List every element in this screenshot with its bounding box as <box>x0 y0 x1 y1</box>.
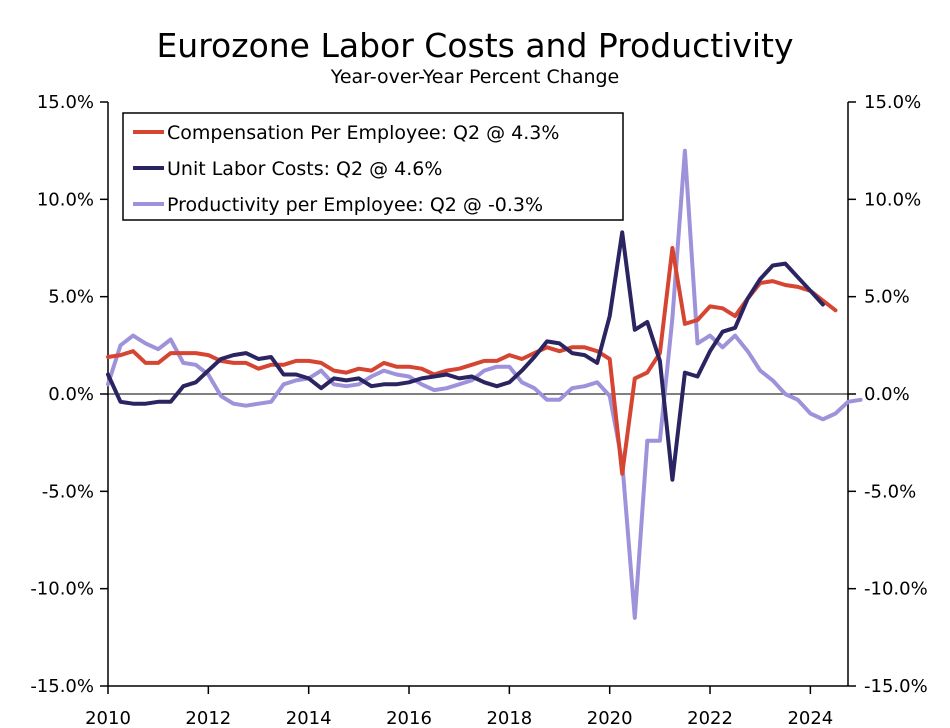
chart-subtitle: Year-over-Year Percent Change <box>330 66 620 88</box>
right-y-tick-label: 10.0% <box>864 189 921 210</box>
series-line-productivity <box>106 148 863 620</box>
x-tick-label: 2020 <box>587 708 633 728</box>
right-y-tick-label: -10.0% <box>864 579 928 600</box>
legend-label-compensation: Compensation Per Employee: Q2 @ 4.3% <box>167 122 559 144</box>
x-tick-label: 2022 <box>687 708 733 728</box>
series-group <box>106 148 863 620</box>
x-tick-label: 2014 <box>286 708 332 728</box>
left-y-tick-label: 0.0% <box>48 384 94 405</box>
right-y-tick-label: 0.0% <box>864 384 910 405</box>
right-y-tick-label: 15.0% <box>864 92 921 113</box>
x-tick-label: 2018 <box>486 708 532 728</box>
series-line-ulc <box>106 230 825 482</box>
legend: Compensation Per Employee: Q2 @ 4.3% Uni… <box>122 112 624 221</box>
legend-label-productivity: Productivity per Employee: Q2 @ -0.3% <box>167 194 543 216</box>
right-y-tick-label: 5.0% <box>864 287 910 308</box>
x-tick-label: 2024 <box>787 708 833 728</box>
ticks: 15.0% 15.0% 10.0% 10.0% 5.0% 5.0% 0.0% 0.0% -5.0… <box>30 92 927 728</box>
x-tick-label: 2016 <box>386 708 432 728</box>
x-tick-label: 2010 <box>85 708 131 728</box>
left-y-tick-label: -15.0% <box>30 676 94 697</box>
chart-title: Eurozone Labor Costs and Productivity <box>156 26 793 65</box>
left-y-tick-label: 5.0% <box>48 287 94 308</box>
legend-box <box>122 112 624 221</box>
left-y-tick-label: -10.0% <box>30 579 94 600</box>
legend-label-ulc: Unit Labor Costs: Q2 @ 4.6% <box>167 158 442 180</box>
left-y-tick-label: 15.0% <box>37 92 94 113</box>
series-line-compensation <box>106 246 838 476</box>
right-y-tick-label: -15.0% <box>864 676 928 697</box>
left-y-tick-label: -5.0% <box>42 481 94 502</box>
x-tick-label: 2012 <box>185 708 231 728</box>
left-y-tick-label: 10.0% <box>37 189 94 210</box>
right-y-tick-label: -5.0% <box>864 481 916 502</box>
